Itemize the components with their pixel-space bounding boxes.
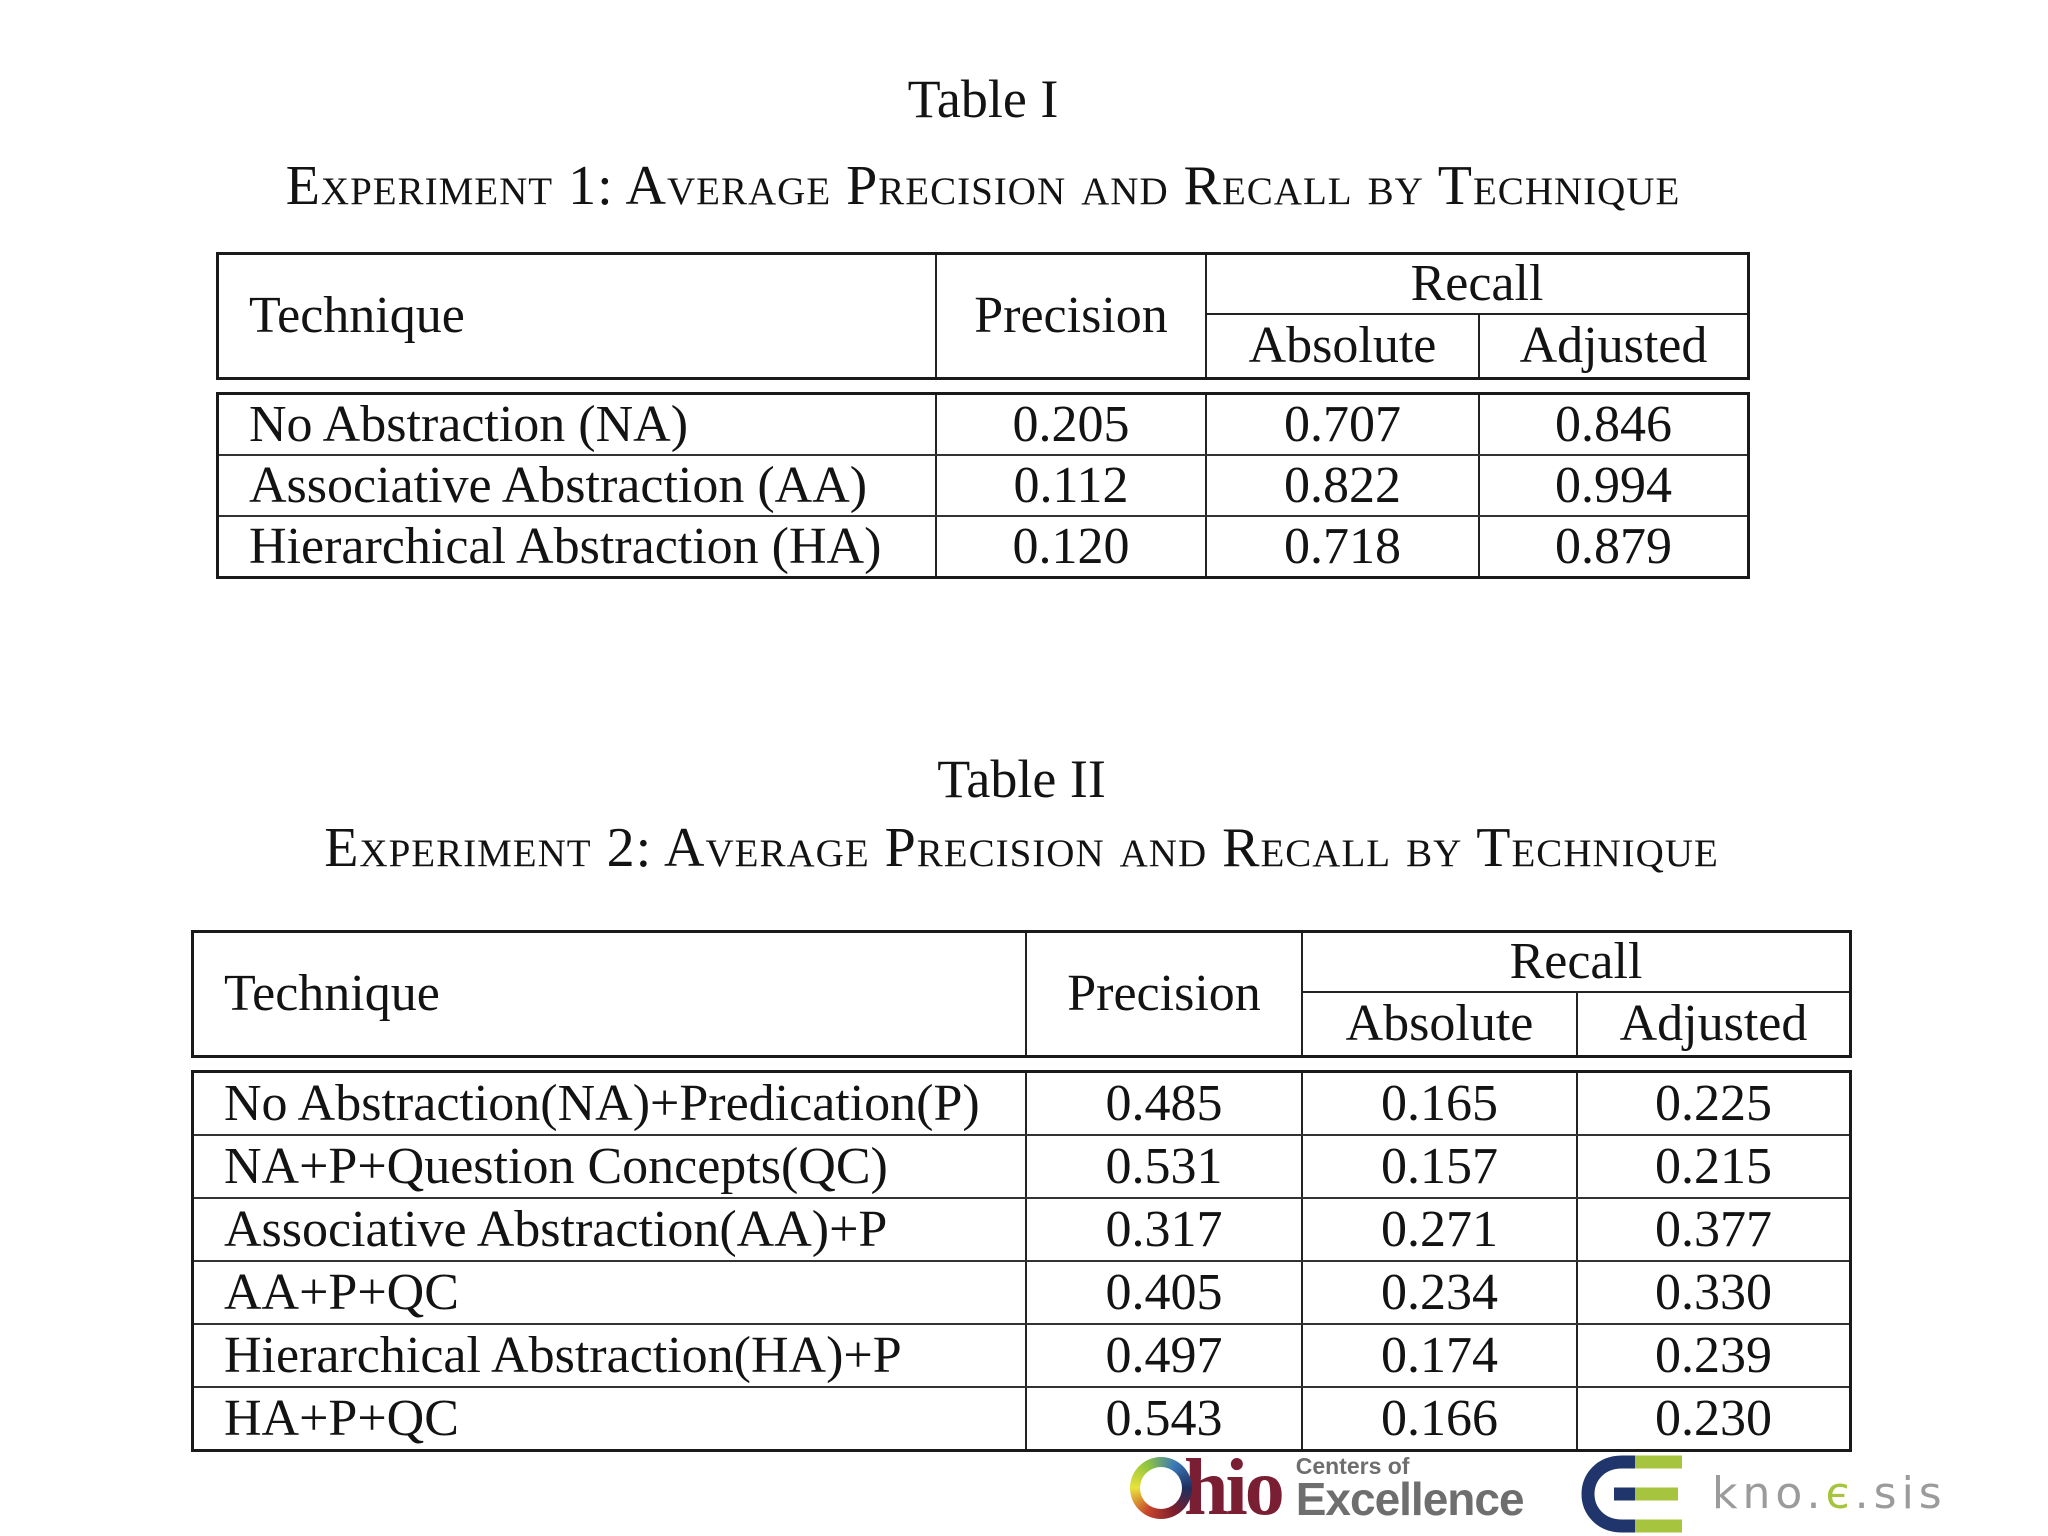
table-row: Hierarchical Abstraction(HA)+P 0.497 0.1…	[194, 1323, 1849, 1386]
precision-cell: 0.543	[1027, 1388, 1303, 1449]
knoesis-epsilon: є	[1825, 1468, 1855, 1519]
knoesis-text-post: .sis	[1854, 1468, 1947, 1519]
table-row: Associative Abstraction(AA)+P 0.317 0.27…	[194, 1197, 1849, 1260]
recall-absolute-cell: 0.157	[1303, 1136, 1578, 1197]
recall-absolute-cell: 0.707	[1207, 395, 1480, 454]
column-header-precision: Precision	[937, 255, 1207, 377]
precision-cell: 0.497	[1027, 1325, 1303, 1386]
recall-adjusted-cell: 0.230	[1655, 1389, 1772, 1447]
column-header-technique: Technique	[219, 255, 937, 377]
column-header-absolute: Absolute	[1303, 993, 1578, 1055]
precision-cell: 0.405	[1027, 1262, 1303, 1323]
table-row: HA+P+QC 0.543 0.166 0.230	[194, 1386, 1849, 1449]
table2-body: No Abstraction(NA)+Predication(P) 0.485 …	[191, 1070, 1852, 1452]
recall-adjusted-cell: 0.377	[1655, 1200, 1772, 1258]
column-header-recall: Recall	[1207, 255, 1747, 315]
knoesis-logo: kno.є.sis	[1578, 1452, 1947, 1536]
table1-title: Table I	[907, 69, 1059, 129]
table1-subtitle: Experiment 1: Average Precision and Reca…	[285, 155, 1681, 217]
column-header-adjusted: Adjusted	[1619, 995, 1808, 1052]
precision-cell: 0.120	[937, 517, 1207, 576]
technique-cell: No Abstraction (NA)	[219, 395, 937, 454]
recall-adjusted-cell: 0.215	[1655, 1137, 1772, 1195]
table-row: No Abstraction(NA)+Predication(P) 0.485 …	[194, 1073, 1849, 1134]
recall-absolute-cell: 0.174	[1303, 1325, 1578, 1386]
technique-cell: NA+P+Question Concepts(QC)	[194, 1136, 1027, 1197]
ohio-o-ring-icon	[1130, 1456, 1192, 1519]
column-header-recall: Recall	[1303, 933, 1849, 993]
recall-adjusted-cell: 0.225	[1655, 1074, 1772, 1132]
technique-cell: AA+P+QC	[194, 1262, 1027, 1323]
technique-cell: Hierarchical Abstraction(HA)+P	[194, 1325, 1027, 1386]
technique-cell: Hierarchical Abstraction (HA)	[219, 517, 937, 576]
table-row: Associative Abstraction (AA) 0.112 0.822…	[219, 454, 1747, 515]
table1-header: Technique Precision Recall Absolute Adju…	[216, 252, 1750, 380]
precision-cell: 0.485	[1027, 1073, 1303, 1134]
ohio-centers-of-excellence-logo: hio Centers of Excellence	[1130, 1443, 1525, 1532]
column-header-technique: Technique	[194, 933, 1027, 1055]
table2-header: Technique Precision Recall Absolute Adju…	[191, 930, 1852, 1058]
ohio-logo-text: hio	[1184, 1443, 1285, 1532]
centers-of-excellence-text: Centers of Excellence	[1295, 1453, 1525, 1526]
recall-adjusted-cell: 0.846	[1555, 395, 1672, 453]
column-header-precision: Precision	[1027, 933, 1303, 1055]
knoesis-logo-text: kno.є.sis	[1712, 1472, 1947, 1516]
recall-absolute-cell: 0.271	[1303, 1199, 1578, 1260]
column-header-adjusted: Adjusted	[1519, 317, 1708, 374]
recall-adjusted-cell: 0.994	[1555, 456, 1672, 514]
table-row: No Abstraction (NA) 0.205 0.707 0.846	[219, 395, 1747, 454]
technique-cell: Associative Abstraction(AA)+P	[194, 1199, 1027, 1260]
recall-absolute-cell: 0.165	[1303, 1073, 1578, 1134]
technique-cell: Associative Abstraction (AA)	[219, 456, 937, 515]
column-header-absolute: Absolute	[1207, 315, 1480, 377]
table-row: AA+P+QC 0.405 0.234 0.330	[194, 1260, 1849, 1323]
table1-body: No Abstraction (NA) 0.205 0.707 0.846 As…	[216, 392, 1750, 579]
precision-cell: 0.317	[1027, 1199, 1303, 1260]
table-row: Hierarchical Abstraction (HA) 0.120 0.71…	[219, 515, 1747, 576]
table-row: NA+P+Question Concepts(QC) 0.531 0.157 0…	[194, 1134, 1849, 1197]
table2-title: Table II	[937, 749, 1106, 809]
centers-of-label: Centers of	[1295, 1453, 1410, 1479]
recall-adjusted-cell: 0.239	[1655, 1326, 1772, 1384]
recall-absolute-cell: 0.166	[1303, 1388, 1578, 1449]
table1: Technique Precision Recall Absolute Adju…	[216, 252, 1750, 579]
recall-absolute-cell: 0.822	[1207, 456, 1480, 515]
precision-cell: 0.112	[937, 456, 1207, 515]
table2: Technique Precision Recall Absolute Adju…	[191, 930, 1852, 1452]
recall-adjusted-cell: 0.330	[1655, 1263, 1772, 1321]
recall-absolute-cell: 0.718	[1207, 517, 1480, 576]
table2-subtitle: Experiment 2: Average Precision and Reca…	[324, 817, 1719, 879]
precision-cell: 0.205	[937, 395, 1207, 454]
knoesis-text-pre: kno.	[1712, 1468, 1826, 1519]
recall-adjusted-cell: 0.879	[1555, 517, 1672, 575]
technique-cell: No Abstraction(NA)+Predication(P)	[194, 1073, 1027, 1134]
technique-cell: HA+P+QC	[194, 1388, 1027, 1449]
excellence-label: Excellence	[1295, 1473, 1525, 1526]
precision-cell: 0.531	[1027, 1136, 1303, 1197]
knoesis-symbol-icon	[1581, 1455, 1682, 1533]
recall-absolute-cell: 0.234	[1303, 1262, 1578, 1323]
